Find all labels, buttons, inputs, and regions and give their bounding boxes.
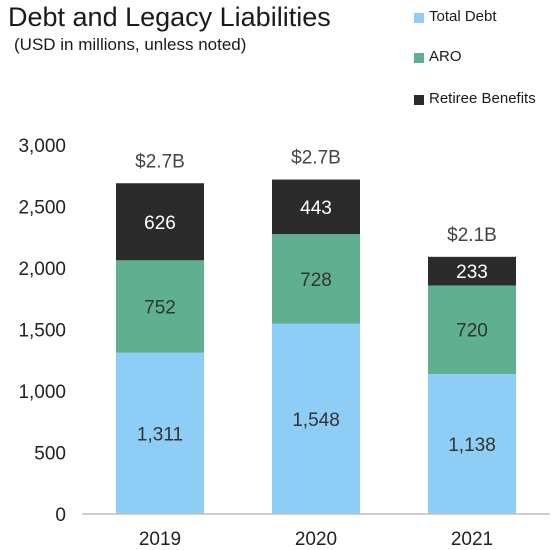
bar-total-label: $2.7B	[291, 148, 341, 169]
y-tick-label: 1,500	[18, 321, 66, 342]
legend-label-total-debt: Total Debt	[429, 8, 497, 25]
y-tick-label: 2,500	[18, 198, 66, 219]
x-tick-label: 2021	[451, 529, 493, 550]
chart-title: Debt and Legacy Liabilities	[8, 2, 331, 32]
bar-segment-aro	[116, 260, 204, 353]
bar-total-label: $2.1B	[447, 225, 497, 246]
bar-segment-total-debt	[272, 323, 360, 514]
legend-swatch-retiree-benefits	[414, 95, 424, 105]
legend-label-aro: ARO	[429, 48, 462, 65]
bar-value-label: 443	[300, 198, 332, 219]
x-tick-label: 2020	[295, 529, 337, 550]
x-tick-label: 2019	[139, 529, 181, 550]
bar-segment-total-debt	[116, 352, 204, 514]
bar-value-label: 720	[456, 321, 488, 342]
bar-segment-retiree-benefits	[272, 179, 360, 235]
bar-value-label: 752	[144, 297, 176, 318]
bar-segment-total-debt	[428, 374, 516, 514]
bar-value-label: 1,548	[292, 410, 340, 431]
y-tick-label: 500	[34, 444, 66, 465]
bar-segment-retiree-benefits	[428, 256, 516, 286]
bar-segment-retiree-benefits	[116, 183, 204, 261]
y-tick-label: 1,000	[18, 382, 66, 403]
legend-label-retiree-benefits: Retiree Benefits	[429, 90, 536, 107]
y-tick-label: 2,000	[18, 259, 66, 280]
bar-value-label: 1,138	[448, 435, 496, 456]
bar-value-label: 626	[144, 213, 176, 234]
y-tick-label: 3,000	[18, 136, 66, 157]
bar-value-label: 728	[300, 270, 332, 291]
bar-segment-aro	[272, 234, 360, 324]
bar-value-label: 233	[456, 262, 488, 283]
bar-segment-aro	[428, 285, 516, 375]
legend-swatch-total-debt	[414, 13, 424, 23]
chart-subtitle: (USD in millions, unless noted)	[14, 35, 247, 54]
bar-value-label: 1,311	[137, 424, 183, 445]
legend-swatch-aro	[414, 53, 424, 63]
bar-total-label: $2.7B	[135, 151, 185, 172]
y-tick-label: 0	[55, 505, 66, 526]
